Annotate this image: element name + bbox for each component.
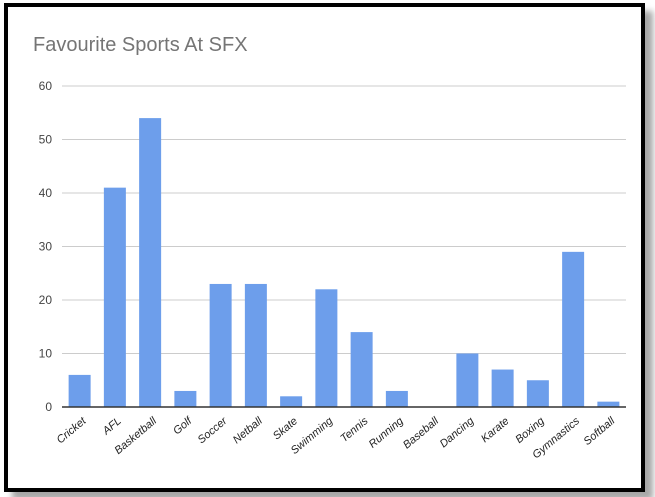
x-tick-label: Netball <box>231 415 265 447</box>
x-tick-label: Golf <box>171 415 195 438</box>
y-tick-label: 0 <box>45 400 52 414</box>
y-tick-label: 10 <box>39 347 53 361</box>
x-tick-label: Running <box>367 415 407 451</box>
bar-dancing <box>456 353 479 407</box>
x-tick-label: Soccer <box>196 414 231 446</box>
bar-skate <box>280 396 303 407</box>
bar-boxing <box>526 380 549 407</box>
bar-basketball <box>139 118 162 407</box>
x-tick-label: Softball <box>581 415 617 448</box>
x-tick-label: Baseball <box>401 415 441 452</box>
x-tick-label: Cricket <box>55 415 90 447</box>
bar-netball <box>244 283 267 407</box>
x-tick-label: Tennis <box>338 415 371 445</box>
bar-gymnastics <box>562 251 585 407</box>
bars <box>68 118 620 407</box>
chart-title: Favourite Sports At SFX <box>33 34 248 56</box>
y-tick-label: 20 <box>39 293 53 307</box>
x-tick-label: Karate <box>479 415 512 445</box>
bar-running <box>385 390 408 407</box>
x-tick-label: AFL <box>100 415 124 438</box>
bar-karate <box>491 369 514 407</box>
y-tick-label: 50 <box>39 133 53 147</box>
bar-swimming <box>315 289 338 407</box>
y-tick-label: 40 <box>39 186 53 200</box>
bar-golf <box>174 390 197 407</box>
y-tick-label: 30 <box>39 240 53 254</box>
bar-afl <box>103 187 126 407</box>
x-tick-label: Skate <box>271 415 300 442</box>
y-axis-ticks: 0 10 20 30 40 50 60 <box>39 79 53 414</box>
x-tick-label: Dancing <box>438 415 477 451</box>
bar-cricket <box>68 374 91 407</box>
y-tick-label: 60 <box>39 79 53 93</box>
bar-soccer <box>209 283 232 407</box>
bar-tennis <box>350 332 373 407</box>
bar-softball <box>597 401 620 407</box>
